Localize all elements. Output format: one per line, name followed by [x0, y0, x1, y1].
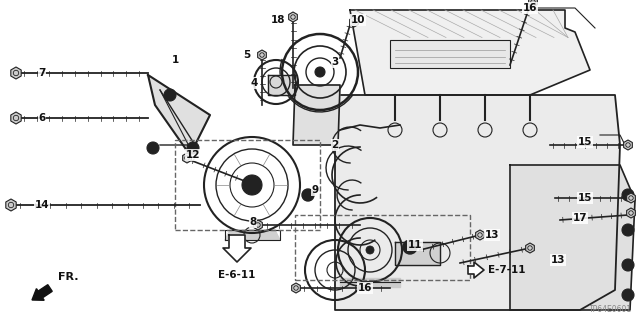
Polygon shape [268, 75, 295, 95]
Text: 9: 9 [312, 185, 319, 195]
Polygon shape [335, 95, 620, 310]
Polygon shape [182, 153, 191, 163]
Polygon shape [525, 243, 534, 253]
Circle shape [366, 246, 374, 254]
Polygon shape [293, 85, 340, 145]
Text: 4: 4 [250, 78, 258, 88]
Text: 17: 17 [573, 213, 588, 223]
Polygon shape [292, 283, 300, 293]
Polygon shape [340, 278, 400, 287]
Text: 11: 11 [408, 240, 422, 250]
Text: 15: 15 [578, 137, 592, 147]
Polygon shape [476, 230, 484, 240]
Polygon shape [623, 140, 632, 150]
Polygon shape [289, 12, 298, 22]
Polygon shape [223, 235, 251, 262]
Circle shape [622, 289, 634, 301]
Text: 13: 13 [551, 255, 565, 265]
Polygon shape [258, 50, 266, 60]
Circle shape [622, 259, 634, 271]
Circle shape [622, 224, 634, 236]
Text: 6: 6 [38, 113, 45, 123]
Bar [390, 40, 510, 68]
Polygon shape [468, 262, 484, 278]
Text: 13: 13 [484, 230, 499, 240]
Polygon shape [529, 0, 538, 7]
Polygon shape [11, 67, 21, 79]
Text: 12: 12 [186, 150, 200, 160]
Circle shape [622, 189, 634, 201]
Polygon shape [225, 230, 280, 240]
Text: E-6-11: E-6-11 [218, 270, 256, 280]
Text: E-7-11: E-7-11 [488, 265, 525, 275]
Circle shape [403, 240, 417, 254]
Text: 16: 16 [358, 283, 372, 293]
Circle shape [315, 67, 325, 77]
Text: FR.: FR. [58, 272, 79, 282]
Text: 18: 18 [271, 15, 285, 25]
Polygon shape [6, 199, 16, 211]
Text: 10: 10 [351, 15, 365, 25]
Polygon shape [395, 242, 440, 265]
Text: 3: 3 [332, 57, 339, 67]
Text: 14: 14 [35, 200, 49, 210]
Polygon shape [627, 193, 636, 203]
Text: 2: 2 [332, 140, 339, 150]
Circle shape [187, 142, 199, 154]
Circle shape [164, 89, 176, 101]
Text: 16: 16 [523, 3, 537, 13]
Polygon shape [627, 208, 636, 218]
Polygon shape [253, 220, 262, 230]
Text: 5: 5 [243, 50, 251, 60]
Polygon shape [11, 112, 21, 124]
Text: 8: 8 [250, 217, 257, 227]
Text: 7: 7 [38, 68, 45, 78]
Polygon shape [510, 165, 635, 310]
Circle shape [147, 142, 159, 154]
Polygon shape [148, 75, 210, 155]
Polygon shape [349, 17, 358, 27]
Text: TP64E0601: TP64E0601 [589, 305, 632, 314]
Circle shape [242, 175, 262, 195]
Text: 15: 15 [578, 193, 592, 203]
Bar [175, 140, 320, 230]
FancyArrow shape [32, 285, 52, 300]
Polygon shape [350, 10, 590, 95]
Text: 1: 1 [172, 55, 179, 65]
Circle shape [302, 189, 314, 201]
Bar [295, 215, 470, 280]
